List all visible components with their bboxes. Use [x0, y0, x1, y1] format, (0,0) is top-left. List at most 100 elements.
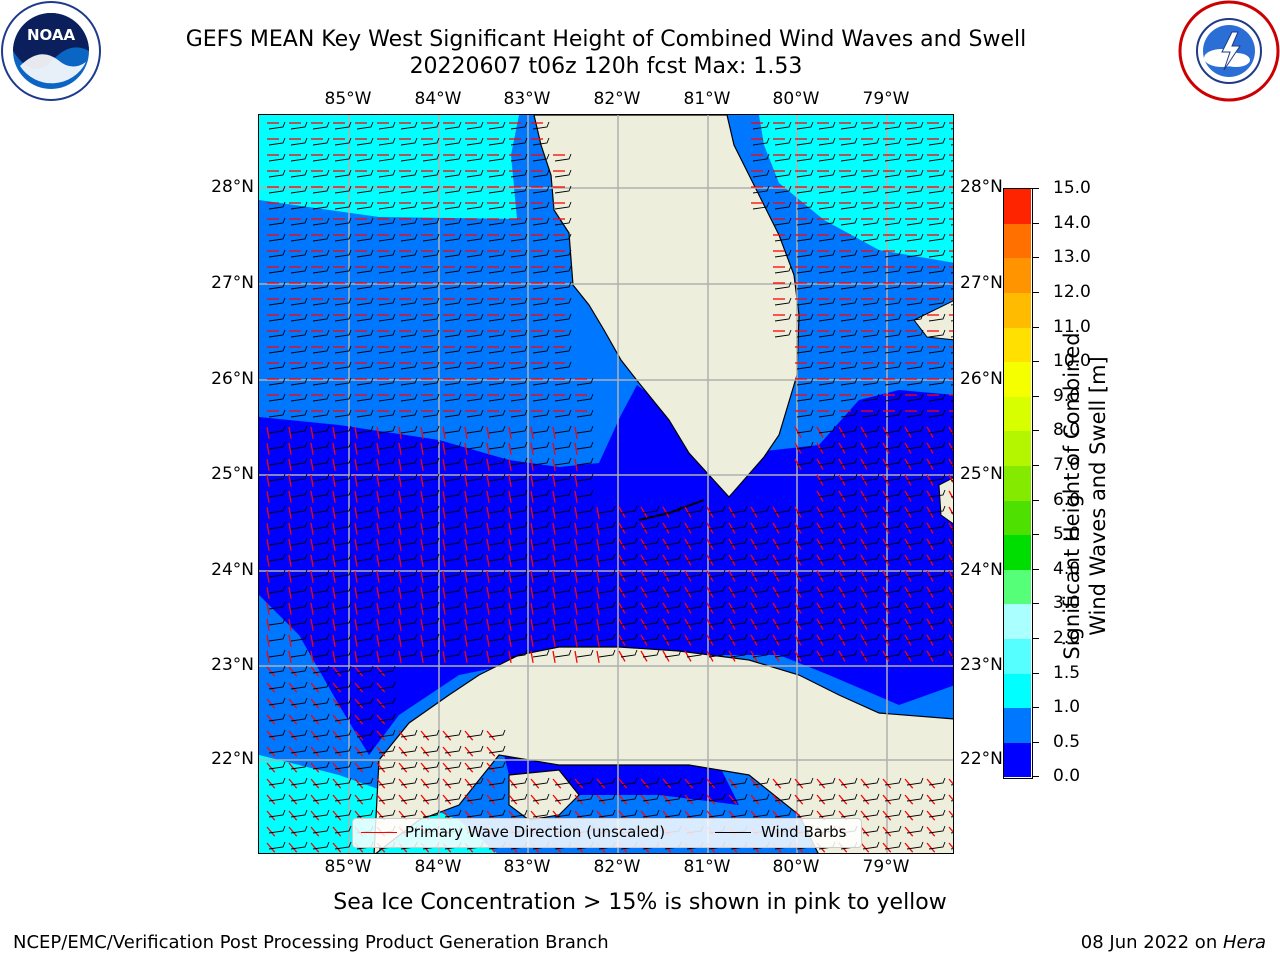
- wave-direction-arrow: [376, 698, 386, 709]
- wave-direction-arrow: [860, 842, 870, 853]
- map-panel[interactable]: [258, 114, 954, 854]
- wind-barb: [510, 313, 528, 322]
- wind-barb: [422, 473, 440, 482]
- wind-barb: [554, 585, 572, 594]
- wind-barb: [708, 521, 726, 530]
- wind-barb: [818, 233, 836, 242]
- wind-barb: [818, 617, 836, 626]
- wind-barb: [400, 457, 418, 466]
- wave-direction-arrow: [332, 746, 342, 757]
- wave-direction-arrow: [288, 842, 298, 853]
- wave-direction-arrow: [948, 826, 953, 833]
- wave-direction-arrow: [816, 634, 824, 646]
- wave-direction-arrow: [398, 442, 402, 455]
- wave-direction-arrow: [310, 522, 314, 535]
- wind-barb: [862, 153, 880, 162]
- wind-barb: [466, 185, 484, 194]
- wind-barb: [444, 153, 462, 162]
- colorbar: [1003, 188, 1033, 779]
- colorbar-tick: [1033, 742, 1039, 743]
- wave-direction-arrow: [442, 490, 446, 503]
- wave-direction-arrow: [420, 602, 424, 615]
- wave-direction-arrow: [266, 714, 276, 725]
- wave-direction-arrow: [596, 778, 606, 789]
- wind-barb: [312, 585, 330, 594]
- wind-barb: [906, 233, 924, 242]
- wave-direction-arrow: [948, 634, 953, 644]
- wave-direction-arrow: [376, 682, 386, 693]
- wind-barb: [268, 761, 286, 770]
- wind-barb: [400, 409, 418, 418]
- wave-direction-arrow: [420, 794, 430, 805]
- wind-barb: [752, 185, 770, 194]
- wind-barb: [312, 473, 330, 482]
- wind-barb: [378, 233, 396, 242]
- wave-direction-arrow: [552, 650, 556, 663]
- wind-barb: [532, 617, 550, 626]
- wind-barb: [466, 809, 484, 818]
- wave-direction-arrow: [508, 602, 512, 615]
- wind-barb: [796, 633, 814, 642]
- wave-direction-arrow: [420, 442, 424, 455]
- wind-barb: [554, 377, 572, 386]
- wind-barb: [532, 809, 550, 818]
- wave-direction-arrow: [464, 474, 468, 487]
- wave-direction-arrow: [838, 618, 846, 630]
- wind-barb: [818, 361, 836, 370]
- wind-barb: [356, 777, 374, 786]
- wind-barb: [532, 281, 550, 290]
- wave-direction-arrow: [772, 554, 780, 566]
- colorbar-tick-label: 13.0: [1053, 247, 1091, 267]
- wind-barb: [312, 633, 330, 642]
- wind-barb: [532, 233, 550, 242]
- wind-barb: [884, 489, 902, 498]
- wave-direction-arrow: [904, 826, 914, 837]
- wind-barb: [532, 249, 550, 258]
- wind-barb: [268, 137, 286, 146]
- wind-barb: [378, 729, 396, 738]
- wave-direction-arrow: [662, 522, 670, 534]
- wind-barb: [532, 393, 550, 402]
- wind-barb: [686, 569, 704, 578]
- wind-barb: [906, 825, 924, 834]
- wind-barb: [554, 489, 572, 498]
- wind-barb: [884, 521, 902, 530]
- wind-barb: [906, 473, 924, 482]
- wave-direction-arrow: [266, 810, 276, 821]
- wind-barb: [598, 649, 616, 658]
- wave-direction-arrow: [310, 746, 320, 757]
- wave-direction-arrow: [420, 618, 424, 631]
- wave-direction-arrow: [486, 730, 496, 741]
- wave-direction-arrow: [904, 554, 912, 566]
- wind-barb: [532, 649, 550, 658]
- wave-direction-arrow: [794, 778, 804, 789]
- wind-barb: [510, 521, 528, 530]
- wave-direction-arrow: [926, 570, 934, 582]
- wind-barb: [884, 633, 902, 642]
- wave-direction-arrow: [772, 778, 782, 789]
- wave-direction-arrow: [926, 506, 934, 518]
- wave-direction-arrow: [332, 778, 342, 789]
- wind-barb: [708, 601, 726, 610]
- wind-barb: [290, 489, 308, 498]
- wave-direction-arrow: [684, 538, 692, 550]
- wind-barb: [818, 201, 836, 210]
- wind-barb: [818, 409, 836, 418]
- wind-barb: [422, 777, 440, 786]
- wind-barb: [730, 585, 748, 594]
- wind-barb: [268, 329, 286, 338]
- wind-barb: [268, 697, 286, 706]
- wind-barb: [356, 521, 374, 530]
- wave-direction-arrow: [508, 554, 512, 567]
- wave-direction-arrow: [530, 474, 534, 487]
- colorbar-band: [1004, 466, 1031, 501]
- wind-barb: [378, 553, 396, 562]
- lat-label-left: 24°N: [211, 560, 254, 580]
- wave-direction-arrow: [288, 666, 298, 677]
- wind-barb: [862, 649, 880, 658]
- wind-barb: [268, 377, 286, 386]
- wind-barb: [796, 329, 814, 338]
- wave-direction-arrow: [728, 570, 736, 582]
- wave-direction-arrow: [728, 538, 736, 550]
- wind-barb: [862, 361, 880, 370]
